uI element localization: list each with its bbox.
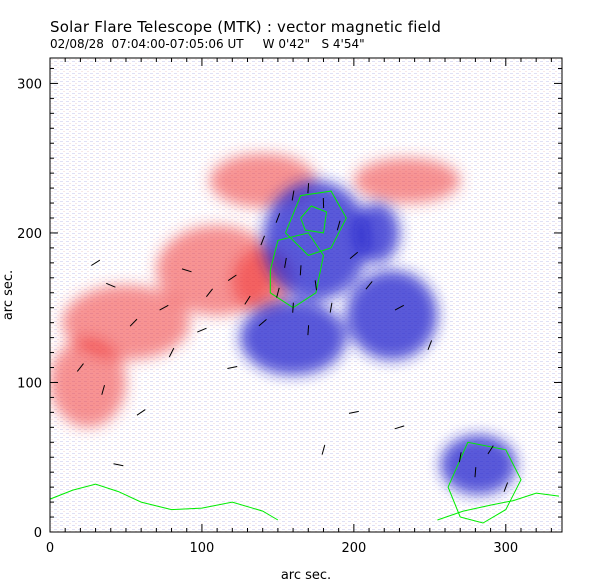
chart-subtitle: 02/08/28 07:04:00-07:05:06 UT W 0'42" S … [50, 37, 365, 51]
negative-field-region [440, 434, 517, 495]
negative-field-region [239, 300, 347, 375]
x-tick-label: 100 [190, 541, 215, 556]
field-vector [275, 213, 281, 223]
field-vector [291, 190, 295, 201]
y-tick-label: 0 [34, 526, 42, 541]
x-tick-label: 300 [493, 541, 518, 556]
field-vector [159, 304, 169, 311]
y-tick-label: 200 [17, 227, 42, 242]
positive-field-region [50, 337, 126, 428]
field-contour-line [285, 190, 347, 256]
field-vector [129, 318, 138, 327]
field-vector [197, 327, 207, 333]
field-vector [136, 409, 146, 416]
x-axis-label: arc sec. [281, 568, 331, 583]
field-vector [487, 445, 494, 455]
chart-title: Solar Flare Telescope (MTK) : vector mag… [50, 18, 442, 36]
field-vector [206, 288, 213, 298]
field-vector [348, 410, 359, 414]
field-contour-line [300, 205, 328, 234]
field-vector [307, 183, 310, 194]
field-vector [349, 251, 359, 259]
field-vector [181, 268, 192, 273]
field-vector [76, 363, 84, 372]
field-vector [474, 467, 477, 478]
field-vector [458, 452, 462, 463]
x-tick-label: 0 [46, 541, 54, 556]
field-vector [427, 340, 433, 350]
field-contour-line [50, 483, 279, 521]
field-vector [307, 325, 310, 336]
y-axis-label: arc sec. [1, 270, 16, 320]
field-vector [336, 220, 341, 231]
contour-layer [50, 190, 560, 524]
field-vector [227, 366, 238, 369]
field-vector [113, 463, 124, 467]
field-vector [276, 287, 280, 298]
field-vector [284, 257, 287, 268]
field-contour-line [269, 232, 325, 309]
field-contour-line [447, 441, 522, 524]
vector-layer [76, 183, 509, 492]
field-vector [106, 282, 116, 288]
plot-frame [49, 57, 563, 533]
y-tick-label: 300 [17, 77, 42, 92]
field-vector [503, 482, 509, 492]
field-vector [292, 302, 294, 313]
negative-field-region [346, 270, 438, 361]
field-vector [394, 304, 405, 311]
field-vector [314, 280, 317, 291]
y-tick-label: 100 [17, 376, 42, 391]
x-tick-label: 200 [341, 541, 366, 556]
field-vector [258, 319, 267, 327]
field-vector [299, 265, 302, 276]
field-contour-line [437, 492, 560, 521]
field-vector [321, 444, 326, 455]
negative-field-region [353, 203, 400, 263]
positive-field-region [353, 158, 461, 204]
field-vector [329, 302, 333, 313]
field-vector [101, 384, 105, 395]
field-vector [394, 425, 405, 430]
field-vector [168, 347, 175, 358]
field-vector [244, 295, 251, 305]
axes-layer: 0 100 200 300 0 100 200 300 arc sec. arc sec. [1, 57, 563, 583]
field-vector [91, 259, 101, 266]
field-vector [227, 274, 237, 282]
field-vector [365, 281, 373, 290]
field-vector [260, 235, 265, 246]
